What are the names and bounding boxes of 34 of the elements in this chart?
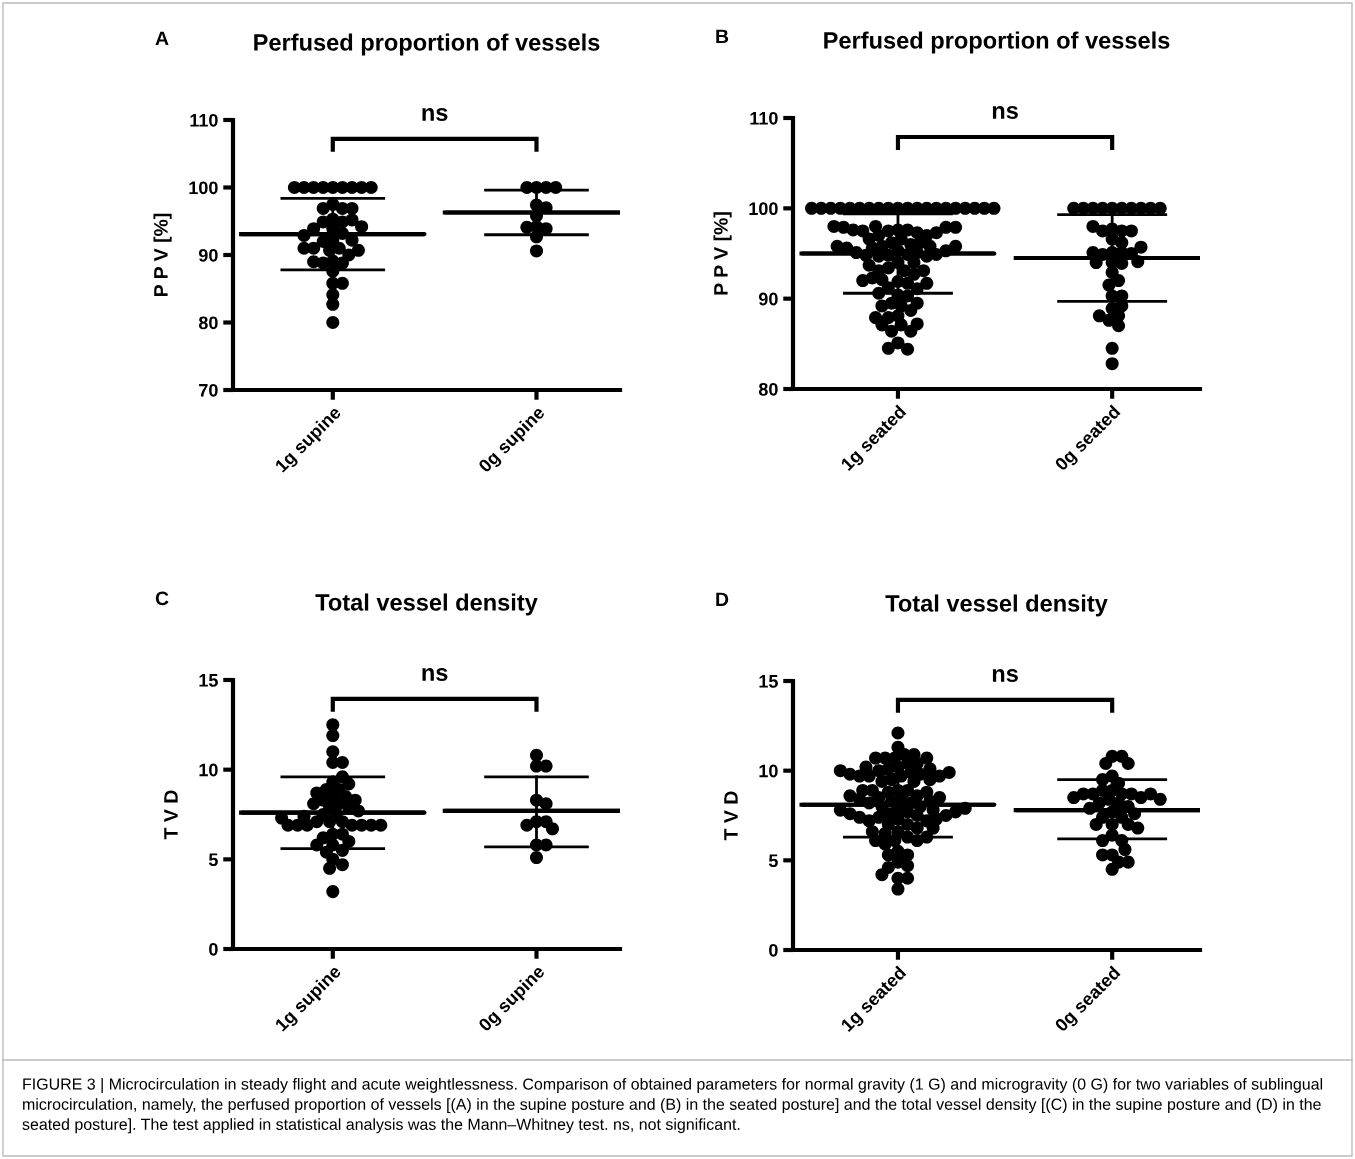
chart-title: Perfused proportion of vessels <box>824 31 1170 54</box>
y-tick-label: 100 <box>189 181 218 195</box>
annotation: ns <box>992 105 1018 119</box>
caption: FIGURE 3 | Microcirculation in steady flight and acute weightlessness. Comparison of obtained parameters for normal gravity (1 G) and microgravity (0 G) for two variables of sublingual microcirculation, namely, the perfused proportion of vessels [(A) in the supine posture and (B) in the seated posture] and the total vessel density [(C) in the supine posture and (D) in the seated posture]. The test applied in statistical analysis was the Mann–Whitney test. ns, not significant. <box>22 1078 1323 1134</box>
y-tick-label: 10 <box>199 763 218 777</box>
y-tick-label: 110 <box>750 111 778 125</box>
text: B <box>716 29 729 44</box>
text: D <box>716 592 729 607</box>
y-tick-label: 15 <box>759 675 778 688</box>
annotation: ns <box>422 668 448 681</box>
y-tick-label: 10 <box>759 764 778 778</box>
y-axis-title: T V D <box>164 790 178 840</box>
y-tick-label: 80 <box>758 382 778 396</box>
y-tick-label: 70 <box>199 383 218 397</box>
y-axis-title: P P V [%] <box>153 213 172 297</box>
chart-title: Total vessel density <box>885 594 1108 617</box>
y-axis-title: T V D <box>724 791 738 841</box>
y-tick-label: 100 <box>749 202 778 216</box>
text: C <box>155 591 169 606</box>
y-tick-label: 15 <box>199 674 218 687</box>
y-tick-label: 90 <box>758 292 778 306</box>
y-tick-label: 0 <box>769 943 778 957</box>
y-tick-label: 90 <box>198 248 218 262</box>
y-tick-label: 110 <box>190 113 218 127</box>
y-axis-title: P P V [%] <box>713 212 732 295</box>
text: A <box>155 31 169 46</box>
chart-title: Perfused proportion of vessels <box>254 33 600 56</box>
annotation: ns <box>992 669 1018 682</box>
annotation: ns <box>422 107 448 121</box>
y-tick-label: 80 <box>198 316 218 330</box>
y-tick-label: 5 <box>768 854 778 868</box>
y-tick-label: 0 <box>209 942 218 956</box>
chart-title: Total vessel density <box>315 593 538 616</box>
y-tick-label: 5 <box>208 853 218 867</box>
